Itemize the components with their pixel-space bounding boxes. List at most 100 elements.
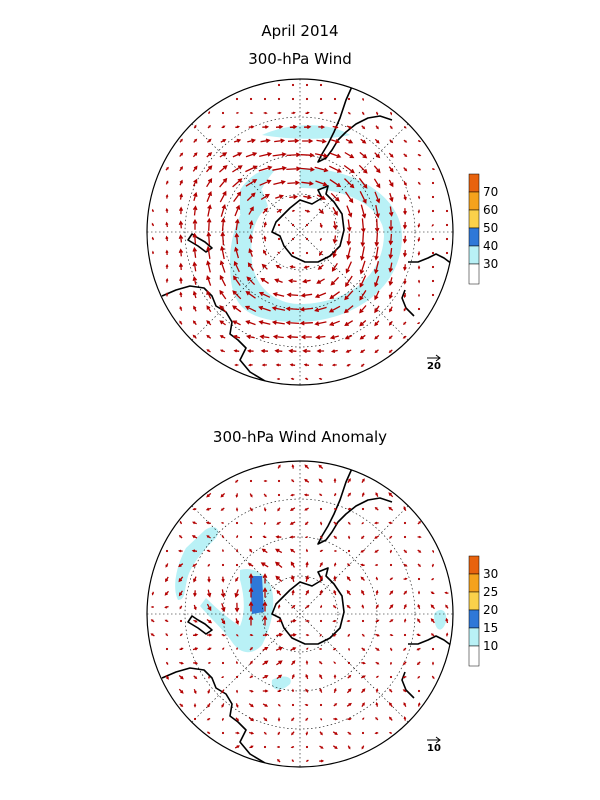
wind-vector-arrow: [246, 192, 256, 202]
wind-vector-arrow: [192, 165, 198, 172]
wind-vector-arrow: [151, 208, 154, 213]
wind-vector-dot: [235, 675, 239, 679]
wind-vector-arrow: [302, 278, 311, 284]
wind-vector-arrow: [417, 195, 421, 200]
wind-vector-arrow: [221, 125, 226, 129]
wind-vector-arrow: [248, 363, 253, 367]
wind-vector-arrow: [304, 209, 311, 213]
wind-vector-arrow: [305, 589, 309, 596]
wind-vector-arrow: [221, 703, 225, 708]
wind-vector-arrow: [249, 521, 253, 525]
wind-vector-arrow: [417, 153, 422, 157]
wind-vector-arrow: [233, 260, 240, 273]
wind-vector-arrow: [221, 576, 225, 583]
wind-vector-dot: [305, 83, 309, 87]
wind-vector-arrow: [374, 246, 379, 261]
wind-vector-arrow: [192, 205, 198, 216]
wind-vector-arrow: [291, 479, 295, 483]
wind-vector-arrow: [235, 660, 238, 665]
wind-vector-arrow: [431, 223, 434, 227]
wind-vector-arrow: [344, 178, 355, 189]
wind-vector-arrow: [344, 334, 353, 340]
wind-vector-arrow: [193, 675, 198, 680]
wind-vector-arrow: [403, 577, 408, 581]
wind-vector-arrow: [290, 574, 295, 582]
bottom-colorbar-swatch-10-15: [468, 627, 480, 647]
wind-vector-arrow: [192, 647, 199, 651]
wind-vector-arrow: [219, 289, 227, 300]
wind-vector-arrow: [232, 290, 242, 300]
wind-vector-arrow: [316, 194, 326, 200]
wind-vector-arrow: [318, 377, 323, 381]
wind-vector-arrow: [361, 702, 365, 707]
wind-vector-arrow: [275, 548, 283, 554]
wind-vector-arrow: [314, 321, 327, 326]
wind-vector-arrow: [258, 291, 271, 298]
wind-vector-dot: [319, 619, 323, 623]
wind-vector-arrow: [361, 647, 366, 651]
wind-vector-arrow: [319, 535, 323, 539]
wind-vector-arrow: [389, 306, 393, 313]
wind-vector-arrow: [221, 717, 224, 722]
wind-vector-arrow: [291, 111, 296, 115]
wind-vector-arrow: [360, 576, 365, 581]
wind-vector-arrow: [179, 520, 183, 525]
wind-vector-arrow: [262, 660, 269, 666]
wind-vector-dot: [319, 97, 323, 101]
wind-vector-arrow: [388, 335, 393, 340]
wind-vector-arrow: [286, 292, 299, 298]
wind-vector-arrow: [430, 591, 435, 595]
wind-vector-arrow: [347, 633, 351, 638]
wind-vector-dot: [319, 507, 323, 511]
wind-vector-arrow: [388, 179, 394, 188]
wind-vector-arrow: [403, 167, 408, 172]
wind-vector-arrow: [219, 305, 227, 313]
wind-vector-arrow: [288, 278, 297, 284]
wind-vector-arrow: [389, 139, 394, 144]
wind-vector-arrow: [361, 492, 365, 497]
south-america-coast: [317, 81, 393, 163]
wind-vector-arrow: [299, 306, 314, 312]
wind-vector-arrow: [362, 717, 365, 721]
wind-vector-arrow: [221, 603, 226, 612]
wind-vector-arrow: [232, 305, 242, 313]
wind-vector-arrow: [346, 589, 352, 596]
wind-vector-arrow: [179, 277, 183, 284]
wind-vector-arrow: [235, 633, 239, 637]
wind-vector-arrow: [262, 535, 267, 539]
wind-vector-arrow: [318, 661, 323, 665]
wind-vector-arrow: [220, 139, 227, 143]
wind-vector-arrow: [165, 235, 169, 242]
wind-vector-arrow: [314, 153, 329, 158]
wind-vector-arrow: [277, 703, 281, 707]
bottom-reference-vector: 10: [427, 736, 441, 754]
wind-vector-dot: [431, 251, 435, 255]
wind-vector-arrow: [306, 647, 309, 650]
wind-vector-arrow: [218, 165, 228, 173]
wind-vector-arrow: [304, 464, 310, 470]
wind-vector-arrow: [347, 478, 351, 484]
wind-vector-arrow: [178, 248, 184, 257]
wind-vector-dot: [305, 237, 309, 241]
wind-vector-arrow: [417, 265, 421, 270]
wind-vector-arrow: [150, 606, 154, 608]
wind-vector-arrow: [361, 478, 365, 483]
wind-vector-arrow: [206, 138, 212, 143]
wind-vector-arrow: [192, 275, 198, 285]
wind-vector-arrow: [374, 731, 379, 735]
wind-vector-arrow: [233, 275, 241, 286]
wind-vector-arrow: [277, 604, 281, 609]
wind-vector-arrow: [319, 589, 323, 596]
wind-vector-arrow: [221, 534, 224, 539]
wind-vector-arrow: [360, 218, 366, 233]
wind-vector-arrow: [286, 152, 301, 158]
wind-vector-arrow: [403, 321, 407, 325]
wind-vector-arrow: [445, 632, 449, 637]
wind-vector-arrow: [207, 647, 212, 651]
wind-vector-arrow: [275, 646, 284, 651]
wind-vector-arrow: [165, 563, 169, 568]
wind-vector-arrow: [289, 194, 299, 200]
wind-vector-arrow: [388, 731, 393, 734]
wind-vector-arrow: [235, 548, 239, 553]
wind-vector-arrow: [208, 676, 210, 680]
